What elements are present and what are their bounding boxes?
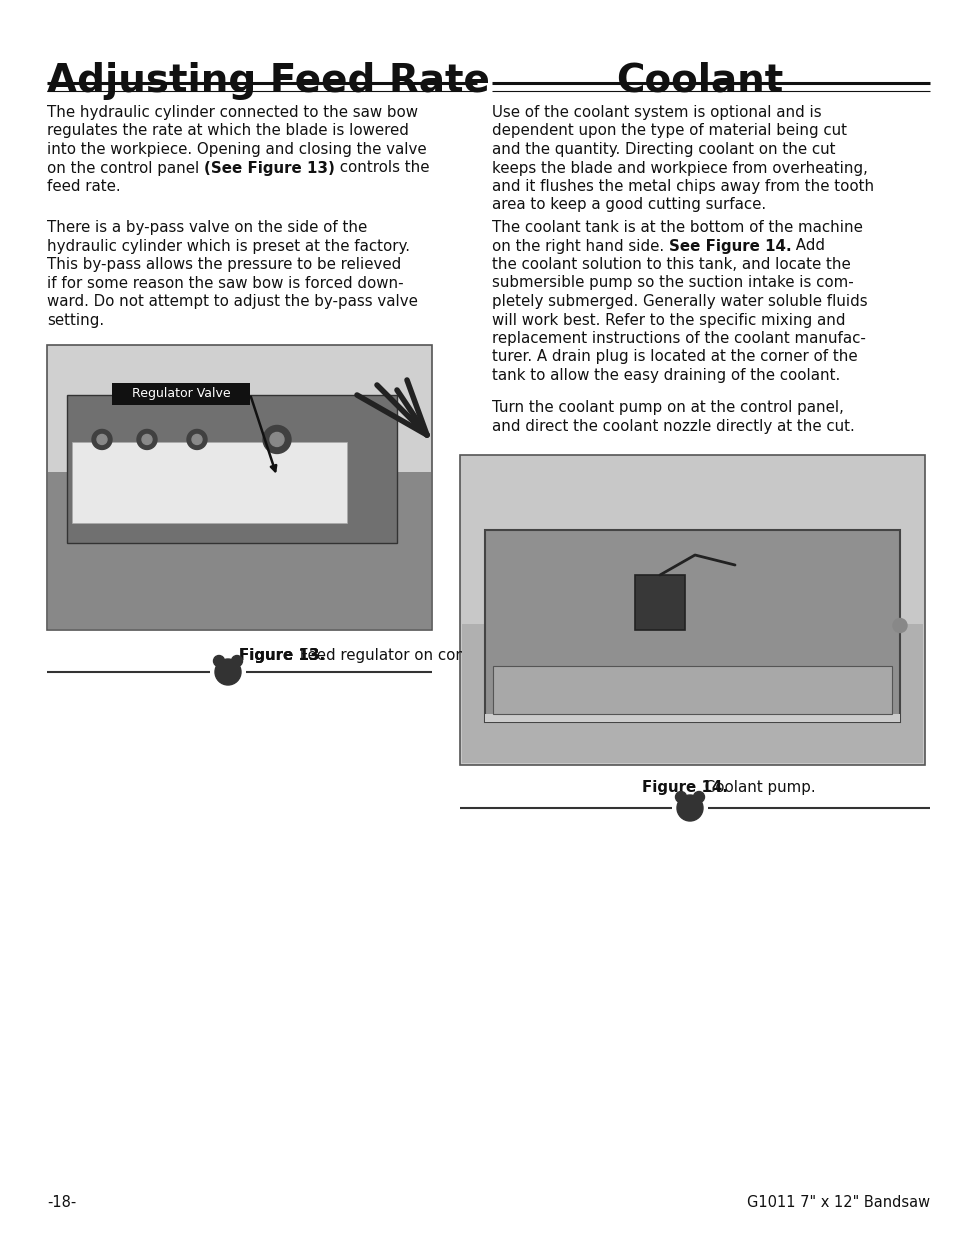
Text: Figure 13.: Figure 13.: [239, 648, 325, 663]
Text: (See Figure 13): (See Figure 13): [204, 161, 335, 175]
Text: and it flushes the metal chips away from the tooth: and it flushes the metal chips away from…: [492, 179, 873, 194]
Circle shape: [187, 430, 207, 450]
Text: The hydraulic cylinder connected to the saw bow: The hydraulic cylinder connected to the …: [47, 105, 417, 120]
Circle shape: [192, 435, 202, 445]
Text: setting.: setting.: [47, 312, 104, 327]
Text: replacement instructions of the coolant manufac-: replacement instructions of the coolant …: [492, 331, 865, 346]
FancyBboxPatch shape: [48, 472, 431, 629]
Text: Figure 14.: Figure 14.: [641, 781, 728, 795]
Text: There is a by-pass valve on the side of the: There is a by-pass valve on the side of …: [47, 220, 367, 235]
Circle shape: [97, 435, 107, 445]
Text: Adjusting Feed Rate: Adjusting Feed Rate: [47, 62, 489, 100]
FancyBboxPatch shape: [484, 714, 899, 722]
Text: on the right hand side.: on the right hand side.: [492, 238, 668, 253]
Text: keeps the blade and workpiece from overheating,: keeps the blade and workpiece from overh…: [492, 161, 867, 175]
Text: ward. Do not attempt to adjust the by-pass valve: ward. Do not attempt to adjust the by-pa…: [47, 294, 417, 309]
Text: The coolant tank is at the bottom of the machine: The coolant tank is at the bottom of the…: [492, 220, 862, 235]
Text: See Figure 14.: See Figure 14.: [668, 238, 791, 253]
FancyBboxPatch shape: [635, 576, 684, 630]
Text: the coolant solution to this tank, and locate the: the coolant solution to this tank, and l…: [492, 257, 850, 272]
FancyBboxPatch shape: [112, 383, 250, 405]
Text: and the quantity. Directing coolant on the cut: and the quantity. Directing coolant on t…: [492, 142, 835, 157]
FancyBboxPatch shape: [459, 454, 924, 764]
Text: submersible pump so the suction intake is com-: submersible pump so the suction intake i…: [492, 275, 853, 290]
Text: controls the: controls the: [335, 161, 429, 175]
Text: pletely submerged. Generally water soluble fluids: pletely submerged. Generally water solub…: [492, 294, 866, 309]
Circle shape: [137, 430, 157, 450]
Text: if for some reason the saw bow is forced down-: if for some reason the saw bow is forced…: [47, 275, 403, 290]
Text: Add: Add: [791, 238, 824, 253]
Text: Use of the coolant system is optional and is: Use of the coolant system is optional an…: [492, 105, 821, 120]
FancyBboxPatch shape: [67, 395, 396, 543]
Text: into the workpiece. Opening and closing the valve: into the workpiece. Opening and closing …: [47, 142, 426, 157]
Text: and direct the coolant nozzle directly at the cut.: and direct the coolant nozzle directly a…: [492, 419, 854, 433]
Circle shape: [675, 792, 686, 803]
FancyBboxPatch shape: [71, 442, 347, 524]
Text: turer. A drain plug is located at the corner of the: turer. A drain plug is located at the co…: [492, 350, 857, 364]
Text: Regulator Valve: Regulator Valve: [132, 388, 230, 400]
Text: This by-pass allows the pressure to be relieved: This by-pass allows the pressure to be r…: [47, 257, 401, 272]
Text: hydraulic cylinder which is preset at the factory.: hydraulic cylinder which is preset at th…: [47, 238, 410, 253]
Circle shape: [263, 426, 291, 453]
Text: dependent upon the type of material being cut: dependent upon the type of material bein…: [492, 124, 846, 138]
FancyBboxPatch shape: [493, 666, 891, 714]
Circle shape: [214, 659, 241, 685]
Circle shape: [270, 432, 284, 447]
Text: Feed regulator on control panel.: Feed regulator on control panel.: [295, 648, 541, 663]
Text: Turn the coolant pump on at the control panel,: Turn the coolant pump on at the control …: [492, 400, 843, 415]
Text: -18-: -18-: [47, 1195, 76, 1210]
Text: area to keep a good cutting surface.: area to keep a good cutting surface.: [492, 198, 765, 212]
Text: regulates the rate at which the blade is lowered: regulates the rate at which the blade is…: [47, 124, 409, 138]
Text: Coolant: Coolant: [616, 62, 782, 100]
Text: Figure 13.: Figure 13.: [239, 648, 325, 663]
FancyBboxPatch shape: [484, 530, 899, 722]
Text: will work best. Refer to the specific mixing and: will work best. Refer to the specific mi…: [492, 312, 844, 327]
Circle shape: [142, 435, 152, 445]
FancyBboxPatch shape: [461, 624, 923, 763]
Circle shape: [232, 656, 242, 667]
Circle shape: [91, 430, 112, 450]
Text: tank to allow the easy draining of the coolant.: tank to allow the easy draining of the c…: [492, 368, 840, 383]
Circle shape: [677, 795, 702, 821]
FancyBboxPatch shape: [47, 345, 432, 630]
Circle shape: [693, 792, 703, 803]
Circle shape: [213, 656, 224, 667]
Circle shape: [892, 619, 906, 632]
Text: on the control panel: on the control panel: [47, 161, 204, 175]
Text: G1011 7" x 12" Bandsaw: G1011 7" x 12" Bandsaw: [746, 1195, 929, 1210]
Text: feed rate.: feed rate.: [47, 179, 120, 194]
Text: Coolant pump.: Coolant pump.: [700, 781, 815, 795]
